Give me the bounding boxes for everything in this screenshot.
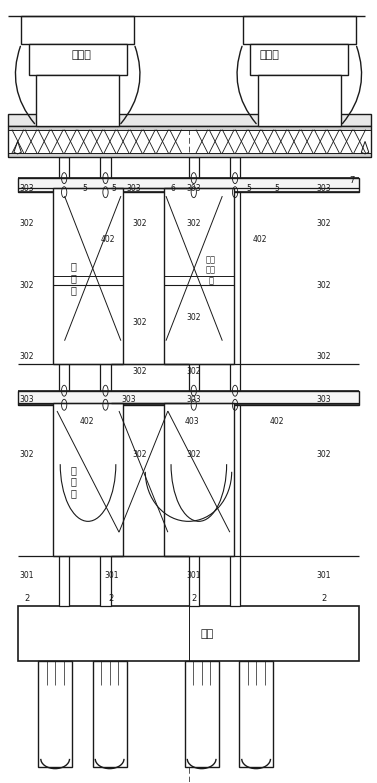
Text: 302: 302 xyxy=(132,367,147,377)
Bar xyxy=(53,188,123,364)
Text: 303: 303 xyxy=(316,395,331,404)
Text: 301: 301 xyxy=(316,571,331,579)
Bar xyxy=(250,44,348,75)
Text: 402: 402 xyxy=(253,235,267,244)
Bar xyxy=(59,157,69,607)
Bar xyxy=(93,661,127,767)
Text: 303: 303 xyxy=(187,184,201,193)
Text: 302: 302 xyxy=(187,449,201,459)
Text: 302: 302 xyxy=(20,219,34,228)
Bar xyxy=(243,16,356,44)
Text: 2: 2 xyxy=(321,594,326,603)
Text: 302: 302 xyxy=(132,449,147,459)
Bar xyxy=(100,157,111,607)
Text: 上层梁: 上层梁 xyxy=(72,50,91,60)
Text: 303: 303 xyxy=(316,184,331,193)
Text: 302: 302 xyxy=(132,318,147,327)
Text: 302: 302 xyxy=(316,449,331,459)
Text: 303: 303 xyxy=(20,395,34,404)
Bar xyxy=(18,391,359,405)
Text: 303: 303 xyxy=(20,184,34,193)
Text: 302: 302 xyxy=(316,219,331,228)
Text: 2: 2 xyxy=(25,594,30,603)
Bar xyxy=(38,661,72,767)
Bar xyxy=(18,178,359,192)
Bar xyxy=(164,403,234,556)
Bar xyxy=(36,75,119,126)
Text: 7: 7 xyxy=(349,176,355,185)
Text: 402: 402 xyxy=(80,417,94,426)
Text: 301: 301 xyxy=(104,571,119,579)
Bar xyxy=(185,661,219,767)
Text: 302: 302 xyxy=(132,219,147,228)
Bar xyxy=(230,157,240,607)
Bar xyxy=(21,16,134,44)
Text: 302: 302 xyxy=(20,352,34,361)
Text: 302: 302 xyxy=(316,352,331,361)
Text: 302: 302 xyxy=(20,449,34,459)
Text: 上层梁: 上层梁 xyxy=(259,50,279,60)
Text: 302: 302 xyxy=(316,281,331,290)
Bar xyxy=(8,153,371,157)
Text: 303: 303 xyxy=(121,395,136,404)
Text: 303: 303 xyxy=(187,395,201,404)
Bar xyxy=(258,75,341,126)
Text: 302: 302 xyxy=(187,219,201,228)
Bar xyxy=(8,114,371,126)
Text: 402: 402 xyxy=(270,417,284,426)
Text: 301: 301 xyxy=(20,571,34,579)
Text: 402: 402 xyxy=(101,235,115,244)
Bar xyxy=(188,157,199,607)
Bar xyxy=(8,126,371,157)
Text: 5: 5 xyxy=(83,184,87,193)
Bar xyxy=(53,403,123,556)
Text: 302: 302 xyxy=(20,281,34,290)
Text: 2: 2 xyxy=(192,594,197,603)
Text: 5: 5 xyxy=(246,184,251,193)
Text: 302: 302 xyxy=(187,312,201,322)
Bar xyxy=(29,44,127,75)
Text: 302: 302 xyxy=(187,367,201,377)
Text: 承台: 承台 xyxy=(201,629,214,639)
Text: 301: 301 xyxy=(187,571,201,579)
Bar xyxy=(18,607,359,661)
Text: 303: 303 xyxy=(127,184,141,193)
Text: 桥梁
中心
线: 桥梁 中心 线 xyxy=(206,255,216,285)
Text: 6: 6 xyxy=(170,184,175,193)
Text: 5: 5 xyxy=(274,184,279,193)
Text: 上
层
墩: 上 层 墩 xyxy=(71,262,77,294)
Bar xyxy=(164,188,234,364)
Text: 403: 403 xyxy=(185,417,199,426)
Text: 2: 2 xyxy=(109,594,114,603)
Text: 下
层
墩: 下 层 墩 xyxy=(71,465,77,498)
Text: 5: 5 xyxy=(111,184,116,193)
Bar xyxy=(8,126,371,130)
Bar xyxy=(239,661,273,767)
